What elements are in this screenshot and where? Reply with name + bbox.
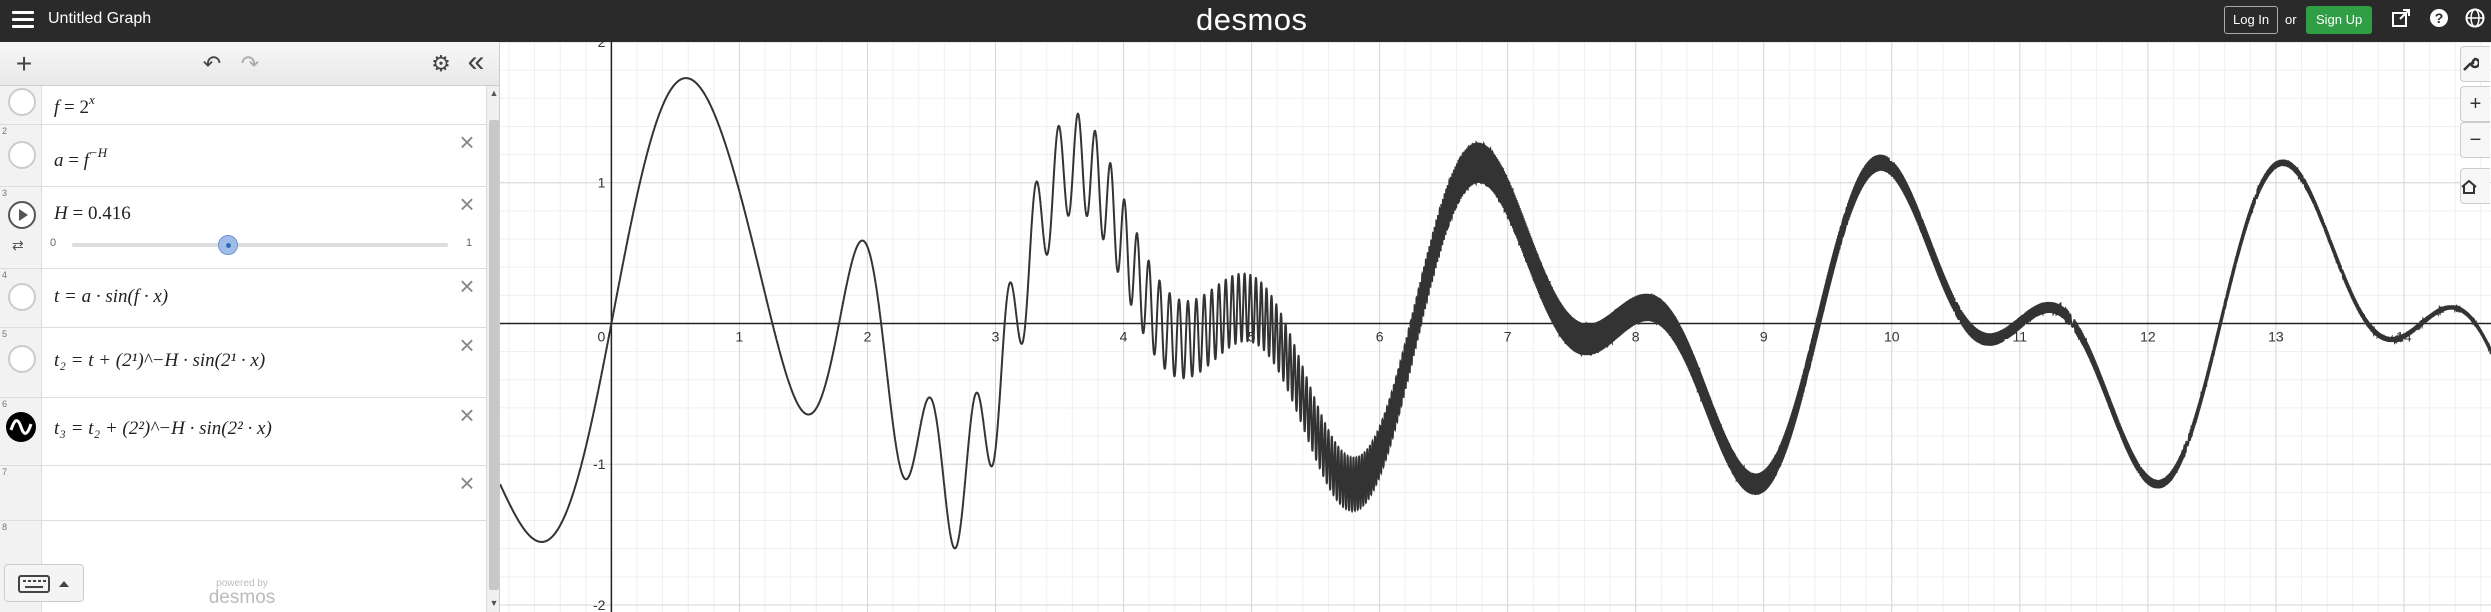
settings-gear-icon[interactable]: ⚙ (431, 51, 451, 76)
slider-thumb[interactable] (218, 235, 239, 255)
delete-expression-icon[interactable]: × (459, 271, 475, 301)
signup-button[interactable]: Sign Up (2306, 6, 2373, 34)
toggle-visibility-icon[interactable] (8, 345, 36, 373)
graph-style-icon[interactable] (6, 412, 36, 442)
x-tick-label: 13 (2268, 328, 2284, 344)
zoom-out-icon[interactable]: − (2460, 122, 2490, 158)
toggle-visibility-icon[interactable] (8, 141, 36, 169)
wrench-icon[interactable] (2460, 46, 2490, 82)
scrollbar-thumb[interactable] (489, 120, 499, 590)
y-tick-label: 1 (598, 175, 606, 191)
x-tick-label: 6 (1376, 328, 1384, 344)
x-tick-label: 2 (864, 328, 872, 344)
powered-by-desmos[interactable]: powered by desmos (208, 578, 276, 608)
hamburger-menu-icon[interactable] (12, 11, 34, 29)
delete-expression-icon[interactable]: × (459, 400, 475, 430)
expression-row-4[interactable]: 4 t = a · sin(f · x) × (0, 269, 486, 328)
loop-mode-icon[interactable]: ⇄ (12, 237, 24, 253)
delete-expression-icon[interactable]: × (459, 189, 475, 219)
scroll-up-icon[interactable]: ▲ (489, 88, 499, 98)
expression-2[interactable]: a = f−H (54, 145, 108, 171)
expression-scrollbar[interactable]: ▲ ▼ (486, 86, 499, 612)
share-icon[interactable] (2389, 8, 2413, 32)
keyboard-toggle-button[interactable] (4, 564, 84, 602)
expression-5[interactable]: t₂ = t + (2¹)^−H · sin(2¹ · x) (54, 350, 266, 371)
redo-icon[interactable]: ↷ (240, 51, 260, 76)
expression-6[interactable]: t₃ = t₂ + (2²)^−H · sin(2² · x) (54, 418, 272, 439)
slider-track[interactable] (72, 243, 448, 247)
expression-row-1[interactable]: f = 2x × (0, 86, 486, 125)
y-tick-label: -1 (593, 456, 606, 472)
expression-row-5[interactable]: 5 t₂ = t + (2¹)^−H · sin(2¹ · x) × (0, 328, 486, 398)
home-icon[interactable] (2460, 168, 2490, 204)
help-icon[interactable]: ? (2427, 8, 2451, 32)
x-tick-label: 3 (992, 328, 1000, 344)
expression-1[interactable]: f = 2x (54, 92, 95, 118)
delete-expression-icon[interactable]: × (459, 468, 475, 498)
x-tick-label: 7 (1504, 328, 1512, 344)
delete-expression-icon[interactable]: × (459, 330, 475, 360)
expression-list: f = 2x × 2 a = f−H × 3 ⇄ (0, 86, 486, 612)
x-tick-label: 11 (2013, 328, 2028, 344)
slider-min-label[interactable]: 0 (50, 237, 57, 249)
add-expression-icon[interactable]: + (15, 48, 33, 79)
x-tick-label: 8 (1632, 328, 1640, 344)
zoom-in-icon[interactable]: + (2460, 86, 2490, 122)
graph-paper[interactable]: 0 1 2 3 4 5 6 7 8 9 10 11 12 13 14 2 1 -1 -2 + − (500, 42, 2491, 612)
expression-row-6[interactable]: 6 t₃ = t₂ + (2²)^−H · sin(2² · x) × (0, 398, 486, 466)
x-tick-label: 10 (1884, 328, 1900, 344)
collapse-panel-icon[interactable]: « (467, 45, 485, 78)
expression-row-7[interactable]: 7 × (0, 466, 486, 521)
or-label: or (2285, 12, 2297, 27)
graph-title[interactable]: Untitled Graph (48, 10, 152, 27)
x-tick-label: 4 (1120, 328, 1128, 344)
language-globe-icon[interactable] (2463, 8, 2487, 32)
delete-expression-icon[interactable]: × (459, 127, 475, 157)
desmos-logo: desmos (1196, 2, 1308, 37)
x-tick-label: 1 (736, 328, 744, 344)
expression-3[interactable]: H = 0.416 (54, 203, 131, 224)
x-tick-label: 0 (597, 328, 605, 344)
graph-side-tools: + − (2460, 42, 2491, 612)
expression-toolbar: + ↶ ↷ ⚙ « (0, 42, 499, 86)
y-tick-label: -2 (593, 597, 606, 612)
keyboard-icon (18, 575, 69, 593)
expression-panel: + ↶ ↷ ⚙ « f = 2x × 2 (0, 42, 500, 612)
login-button[interactable]: Log In (2224, 6, 2279, 34)
svg-text:?: ? (2435, 10, 2444, 26)
expression-4[interactable]: t = a · sin(f · x) (54, 286, 169, 307)
curve-t3 (500, 77, 2491, 550)
x-tick-label: 12 (2140, 328, 2156, 344)
top-bar: Untitled Graph desmos Log In or Sign Up … (0, 0, 2491, 42)
slider-max-label[interactable]: 1 (466, 237, 473, 249)
undo-icon[interactable]: ↶ (202, 51, 222, 76)
expression-row-2[interactable]: 2 a = f−H × (0, 125, 486, 187)
y-tick-label: 2 (598, 42, 606, 50)
scroll-down-icon[interactable]: ▼ (489, 598, 499, 608)
x-tick-label: 9 (1760, 328, 1768, 344)
toggle-visibility-icon[interactable] (8, 88, 36, 116)
expression-row-3[interactable]: 3 ⇄ H = 0.416 × 0 1 (0, 187, 486, 269)
toggle-visibility-icon[interactable] (8, 283, 36, 311)
delete-expression-icon[interactable]: × (456, 86, 478, 90)
play-slider-icon[interactable] (8, 201, 36, 229)
